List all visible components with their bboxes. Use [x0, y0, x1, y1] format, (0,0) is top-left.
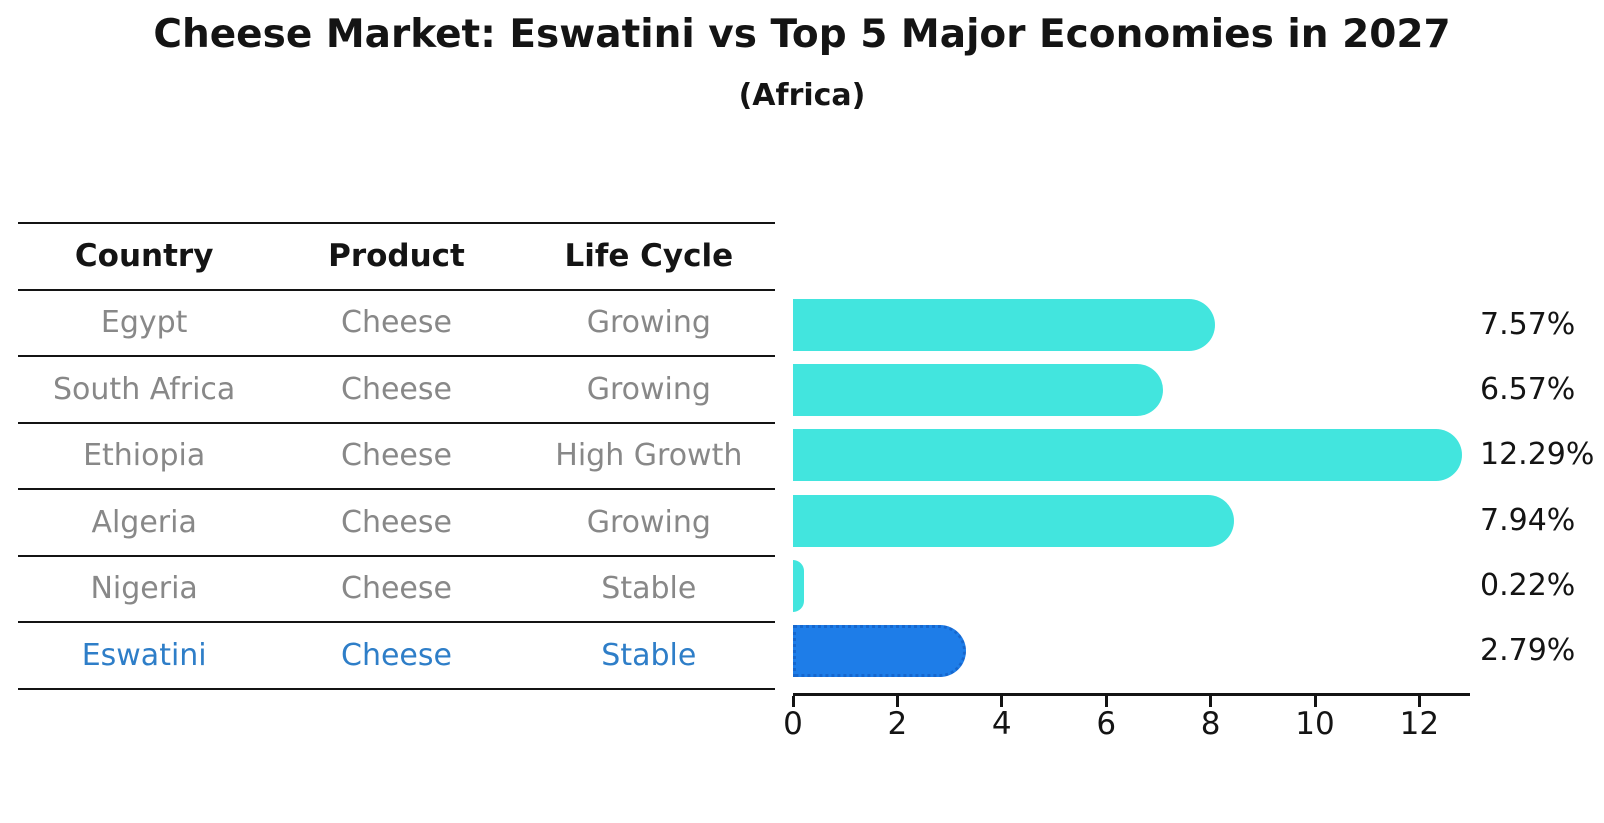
table-row-egypt: Egypt Cheese Growing: [18, 291, 775, 357]
cell-life-cycle: Growing: [586, 371, 711, 407]
value-label-egypt: 7.57%: [1480, 307, 1576, 342]
cell-life-cycle: Growing: [586, 504, 711, 540]
value-label-nigeria: 0.22%: [1480, 567, 1576, 603]
cell-product: Cheese: [341, 504, 452, 540]
country-table: Country Product Life Cycle Egypt Cheese Gr…: [18, 222, 775, 690]
table-row-ethiopia: Ethiopia Cheese High Growth: [18, 424, 775, 490]
table-row-algeria: Algeria Cheese Growing: [18, 490, 775, 557]
bar-egypt: [793, 299, 1216, 351]
cell-product: Cheese: [341, 637, 452, 673]
column-header-life-cycle: Life Cycle: [564, 238, 734, 275]
cell-country: Egypt: [100, 305, 188, 341]
x-tick-label-4: 4: [991, 706, 1012, 742]
x-tick-mark-12: [1417, 696, 1421, 707]
bar-nigeria: [793, 559, 805, 612]
cell-product: Cheese: [341, 571, 452, 607]
x-tick-label-12: 12: [1399, 706, 1440, 742]
bar-eswatini: [793, 625, 966, 677]
value-label-south-africa: 6.57%: [1480, 372, 1576, 408]
cell-life-cycle: Growing: [586, 305, 711, 341]
column-header-country: Country: [74, 238, 214, 275]
bar-south-africa: [793, 364, 1163, 417]
column-header-product: Product: [328, 238, 465, 275]
cell-country: Nigeria: [90, 571, 198, 607]
cell-life-cycle: Stable: [601, 637, 697, 673]
table-row-nigeria: Nigeria Cheese Stable: [18, 557, 775, 623]
value-label-algeria: 7.94%: [1480, 502, 1576, 538]
value-label-eswatini: 2.79%: [1480, 633, 1576, 668]
cell-life-cycle: High Growth: [555, 438, 743, 474]
x-axis-line: [793, 693, 1470, 696]
cell-country: Ethiopia: [83, 438, 206, 474]
x-tick-mark-6: [1104, 696, 1108, 707]
cell-life-cycle: Stable: [601, 571, 697, 607]
x-tick-mark-2: [895, 696, 899, 707]
x-tick-mark-4: [1000, 696, 1004, 707]
x-tick-mark-10: [1313, 696, 1317, 707]
x-tick-mark-0: [791, 696, 795, 707]
table-row-south-africa: South Africa Cheese Growing: [18, 357, 775, 424]
x-tick-mark-8: [1209, 696, 1213, 707]
x-tick-label-2: 2: [887, 706, 908, 742]
table-header-row: Country Product Life Cycle: [18, 224, 775, 291]
cell-country: South Africa: [53, 371, 236, 407]
x-tick-label-6: 6: [1096, 706, 1117, 742]
x-tick-label-8: 8: [1200, 706, 1221, 742]
table-row-eswatini: Eswatini Cheese Stable: [18, 623, 775, 690]
table-body: Egypt Cheese Growing South Africa Cheese Grow…: [18, 291, 775, 690]
bar-algeria: [793, 494, 1235, 547]
cell-product: Cheese: [341, 438, 452, 474]
x-tick-label-10: 10: [1295, 706, 1335, 742]
chart-subtitle: (Africa): [738, 78, 866, 113]
cell-product: Cheese: [341, 371, 452, 407]
cell-country: Eswatini: [81, 637, 207, 673]
cell-product: Cheese: [341, 305, 452, 341]
bar-ethiopia: [793, 429, 1462, 482]
chart-title: Cheese Market: Eswatini vs Top 5 Major E…: [153, 12, 1451, 57]
x-tick-label-0: 0: [783, 706, 803, 742]
value-label-ethiopia: 12.29%: [1480, 437, 1595, 473]
cell-country: Algeria: [91, 504, 197, 540]
